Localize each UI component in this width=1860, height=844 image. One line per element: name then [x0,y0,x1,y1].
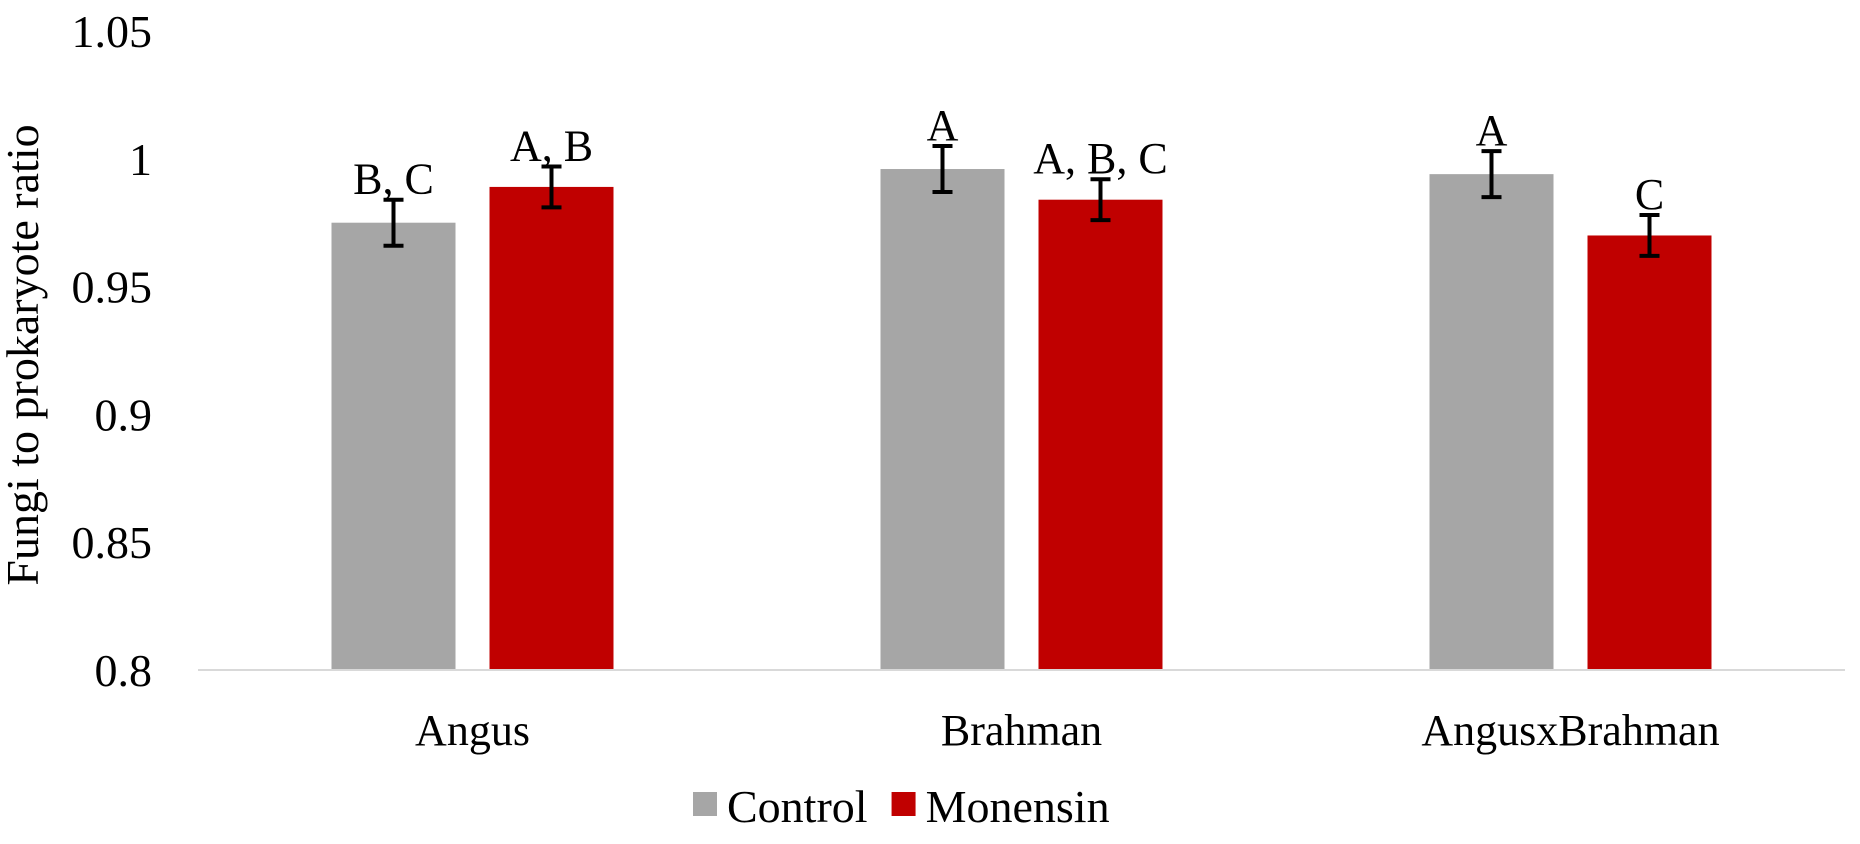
significance-label: A [927,101,959,150]
error-bar-control-brahman [932,144,953,195]
y-tick-label: 0.8 [95,645,153,696]
category-label: Brahman [941,706,1102,755]
bar-control-angus [331,222,456,670]
bar-monensin-brahman [1038,199,1163,671]
significance-label: C [1635,170,1664,219]
y-tick-label: 0.9 [95,389,153,440]
legend-label: Control [727,781,868,832]
bar-control-brahman [880,169,1005,671]
error-bar-control-angusxbrahman [1481,149,1502,200]
legend-swatch [693,792,717,816]
y-tick-label: 1.05 [72,6,153,57]
y-tick-label: 0.95 [72,262,153,313]
y-axis-title: Fungi to prokaryote ratio [0,124,48,585]
legend-label: Monensin [926,781,1110,832]
category-label: AngusxBrahman [1421,706,1719,755]
y-axis-ticks: 0.8 0.85 0.9 0.95 1 1.05 [72,6,153,696]
significance-label: A [1476,106,1508,155]
significance-labels-group: B, C A, B A A, B, C A C [353,101,1664,219]
error-bar-control-angus [383,197,404,248]
significance-label: A, B, C [1033,134,1167,183]
category-label: Angus [415,706,530,755]
error-bar-monensin-brahman [1090,177,1111,223]
error-bar-monensin-angus [541,164,562,210]
bar-monensin-angus [489,186,614,670]
category-labels-group: Angus Brahman AngusxBrahman [415,706,1720,755]
significance-label: B, C [353,155,434,204]
legend-item-monensin: Monensin [891,781,1110,832]
bar-control-angusxbrahman [1429,174,1554,671]
error-bar-monensin-angusxbrahman [1639,213,1660,258]
error-bars-group [383,144,1660,258]
significance-label: A, B [510,121,593,170]
y-tick-label: 1 [129,134,152,185]
legend: Control Monensin [693,781,1110,832]
bar-monensin-angusxbrahman [1587,235,1712,671]
legend-swatch [891,792,916,816]
legend-item-control: Control [693,781,868,832]
bars-group [331,169,1712,671]
y-tick-label: 0.85 [72,517,153,568]
